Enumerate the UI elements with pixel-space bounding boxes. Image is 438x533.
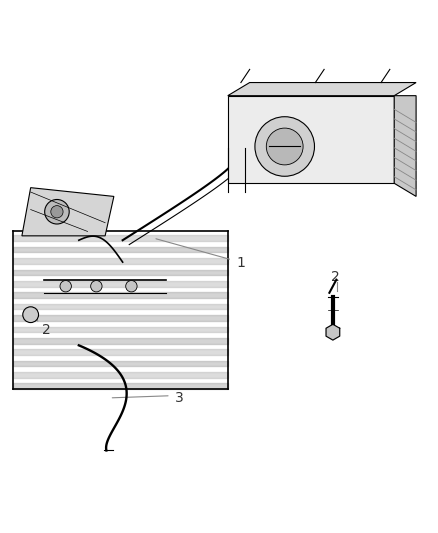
Circle shape xyxy=(255,117,314,176)
Text: 2: 2 xyxy=(42,323,50,337)
Text: 1: 1 xyxy=(237,256,245,270)
Polygon shape xyxy=(326,324,340,340)
Circle shape xyxy=(126,280,137,292)
Polygon shape xyxy=(394,96,416,197)
Polygon shape xyxy=(22,188,114,236)
Circle shape xyxy=(266,128,303,165)
Circle shape xyxy=(91,280,102,292)
Polygon shape xyxy=(228,96,394,183)
Circle shape xyxy=(23,307,39,322)
Circle shape xyxy=(60,280,71,292)
Circle shape xyxy=(51,206,63,218)
Text: 2: 2 xyxy=(331,270,339,285)
Text: 3: 3 xyxy=(175,391,184,405)
Polygon shape xyxy=(228,83,416,96)
Circle shape xyxy=(45,199,69,224)
